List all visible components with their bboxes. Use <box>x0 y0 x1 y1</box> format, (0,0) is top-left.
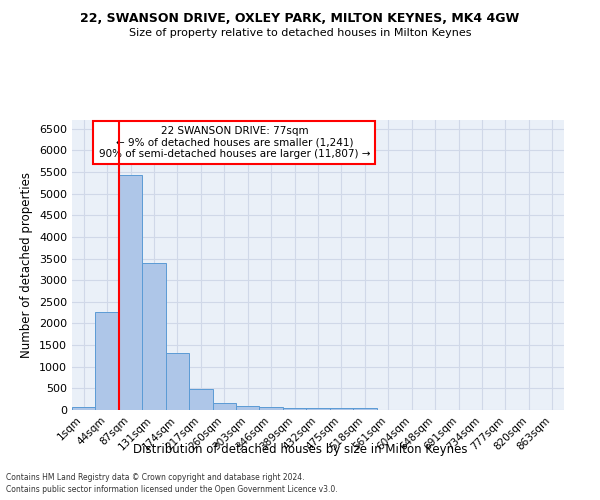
Bar <box>212 403 236 410</box>
Text: Contains HM Land Registry data © Crown copyright and database right 2024.: Contains HM Land Registry data © Crown c… <box>6 472 305 482</box>
Bar <box>236 406 259 410</box>
Bar <box>283 408 306 410</box>
Bar <box>72 407 95 410</box>
Text: Contains public sector information licensed under the Open Government Licence v3: Contains public sector information licen… <box>6 485 338 494</box>
Bar <box>330 408 353 410</box>
Bar <box>259 407 283 410</box>
Bar <box>166 354 189 410</box>
Bar <box>142 264 166 410</box>
Bar <box>95 312 119 410</box>
Y-axis label: Number of detached properties: Number of detached properties <box>20 172 34 358</box>
Bar <box>189 389 212 410</box>
Bar <box>306 408 330 410</box>
Bar <box>353 408 377 410</box>
Text: Size of property relative to detached houses in Milton Keynes: Size of property relative to detached ho… <box>129 28 471 38</box>
Text: 22, SWANSON DRIVE, OXLEY PARK, MILTON KEYNES, MK4 4GW: 22, SWANSON DRIVE, OXLEY PARK, MILTON KE… <box>80 12 520 26</box>
Bar <box>119 176 142 410</box>
Text: Distribution of detached houses by size in Milton Keynes: Distribution of detached houses by size … <box>133 442 467 456</box>
Text: 22 SWANSON DRIVE: 77sqm
← 9% of detached houses are smaller (1,241)
90% of semi-: 22 SWANSON DRIVE: 77sqm ← 9% of detached… <box>98 126 370 159</box>
